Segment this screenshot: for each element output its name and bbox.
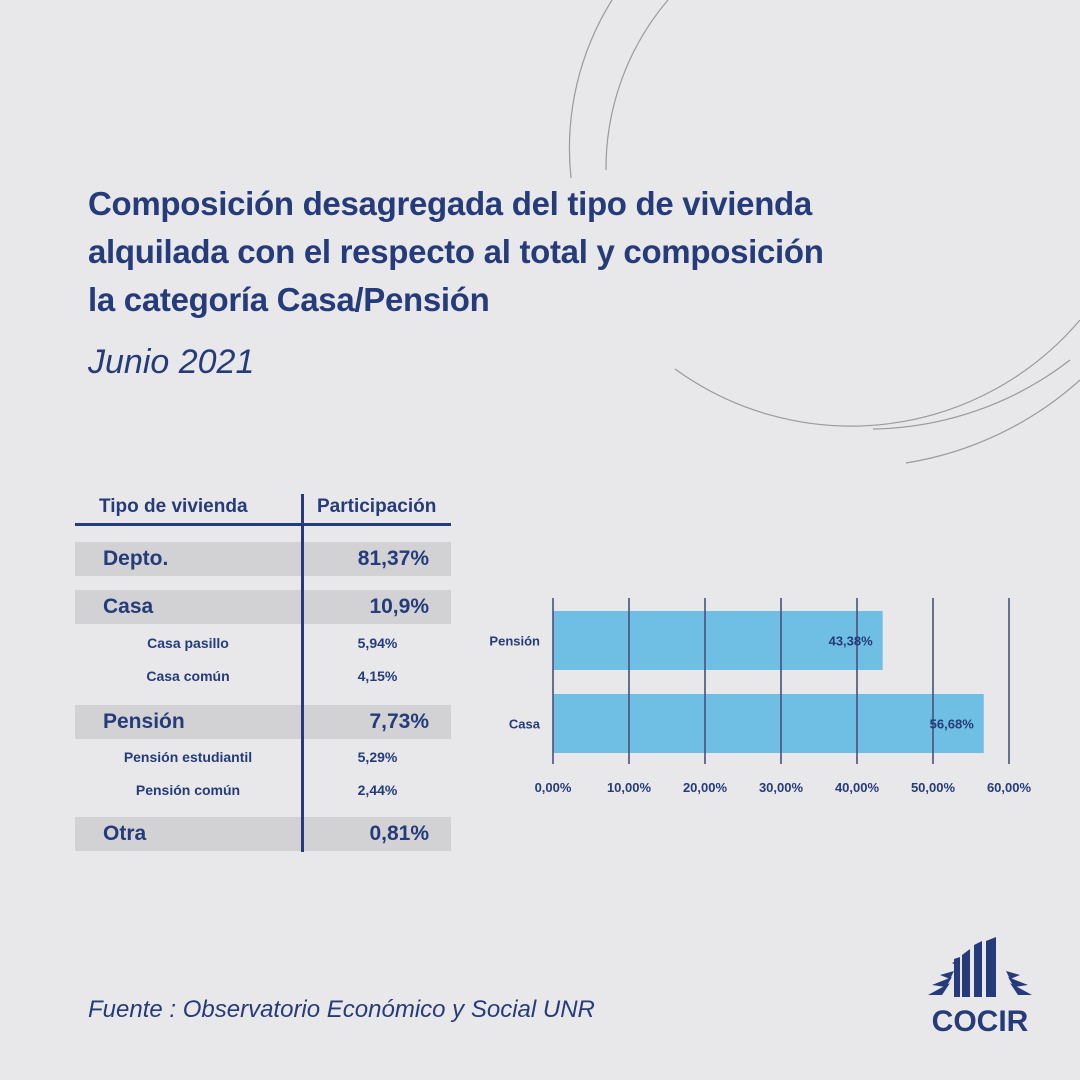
column-divider xyxy=(301,494,304,852)
row-value: 0,81% xyxy=(369,822,429,845)
table-row: Pensión común 2,44% xyxy=(75,775,451,805)
table-row: Casa pasillo 5,94% xyxy=(75,628,451,658)
row-label: Casa pasillo xyxy=(147,635,229,651)
title-line: la categoría Casa/Pensión xyxy=(88,281,490,318)
row-label: Casa común xyxy=(146,668,230,684)
header-divider xyxy=(75,523,451,526)
table-row: Pensión estudiantil 5,29% xyxy=(75,742,451,772)
logo-text: COCIR xyxy=(932,1005,1029,1038)
x-tick-label: 50,00% xyxy=(911,780,956,795)
logo-ray xyxy=(940,971,954,979)
cocir-logo: COCIR xyxy=(928,937,1032,1038)
x-tick-label: 10,00% xyxy=(607,780,652,795)
row-label: Casa xyxy=(103,595,154,618)
page-title: Composición desagregada del tipo de vivi… xyxy=(88,180,908,324)
row-label: Depto. xyxy=(103,547,169,570)
row-value: 2,44% xyxy=(357,782,398,798)
y-category-label: Pensión xyxy=(489,634,540,649)
table-row: Otra 0,81% xyxy=(75,817,451,851)
row-value: 4,15% xyxy=(357,668,398,684)
x-tick-label: 40,00% xyxy=(835,780,880,795)
table-row: Pensión 7,73% xyxy=(75,705,451,739)
table-row: Casa común 4,15% xyxy=(75,661,451,691)
y-category-label: Casa xyxy=(509,717,541,732)
source-note: Fuente : Observatorio Económico y Social… xyxy=(88,996,595,1023)
housing-type-table: Tipo de vivienda Participación Depto. 81,… xyxy=(75,490,451,852)
logo-ray xyxy=(932,977,952,987)
x-tick-label: 60,00% xyxy=(987,780,1032,795)
table-row: Casa 10,9% xyxy=(75,590,451,624)
bar-data-label: 56,68% xyxy=(930,717,975,732)
bar-data-label: 43,38% xyxy=(829,634,874,649)
row-value: 10,9% xyxy=(369,595,429,618)
column-header-share: Participación xyxy=(317,496,437,517)
row-label: Otra xyxy=(103,822,147,845)
bar-pensión xyxy=(553,611,883,670)
bar-casa xyxy=(553,694,984,753)
row-value: 81,37% xyxy=(357,547,429,570)
title-line: Composición desagregada del tipo de vivi… xyxy=(88,185,812,222)
x-tick-label: 20,00% xyxy=(683,780,728,795)
date-subtitle: Junio 2021 xyxy=(88,343,255,381)
row-label: Pensión xyxy=(103,710,185,733)
row-value: 5,94% xyxy=(357,635,398,651)
title-line: alquilada con el respecto al total y com… xyxy=(88,233,824,270)
row-value: 7,73% xyxy=(369,710,429,733)
x-tick-label: 30,00% xyxy=(759,780,804,795)
column-header-type: Tipo de vivienda xyxy=(99,496,248,517)
x-tick-label: 0,00% xyxy=(535,780,572,795)
row-value: 5,29% xyxy=(357,749,398,765)
table-row: Depto. 81,37% xyxy=(75,542,451,576)
row-label: Pensión estudiantil xyxy=(123,749,253,765)
row-label: Pensión común xyxy=(135,782,241,798)
